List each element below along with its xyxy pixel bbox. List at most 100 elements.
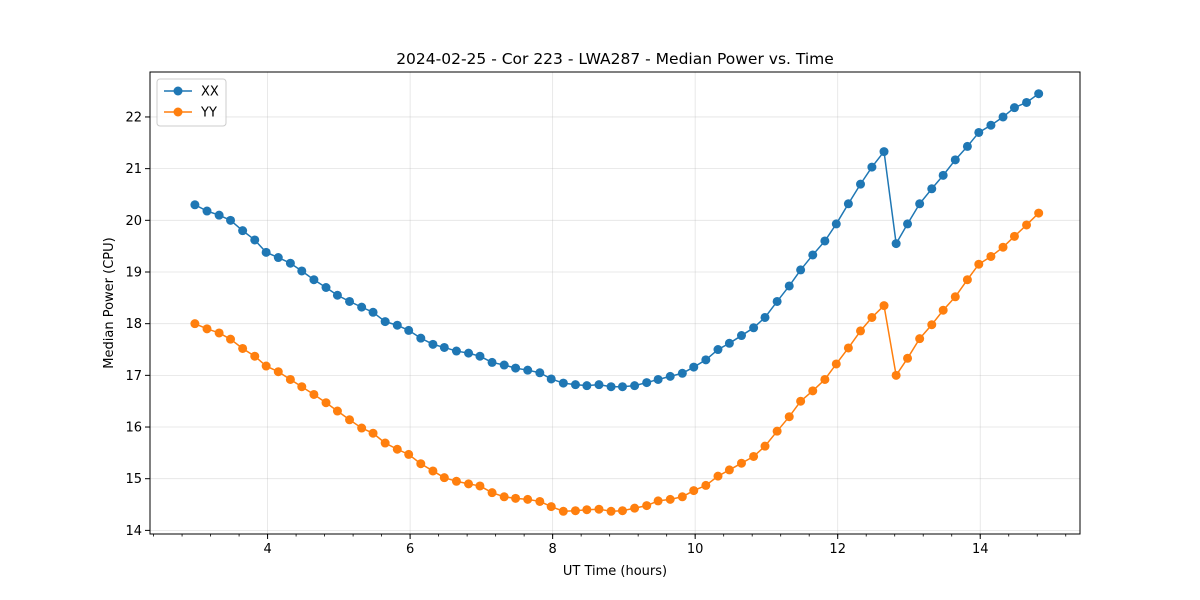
data-point-yy — [950, 292, 960, 302]
data-point-yy — [404, 449, 414, 459]
data-point-yy — [1022, 220, 1032, 230]
data-point-yy — [499, 492, 509, 502]
data-point-xx — [499, 360, 509, 370]
data-point-yy — [701, 480, 711, 490]
y-tick-label: 18 — [125, 317, 142, 332]
data-point-xx — [451, 346, 461, 356]
x-tick-label: 8 — [549, 542, 557, 557]
data-point-yy — [867, 312, 877, 322]
data-point-xx — [475, 351, 485, 361]
data-point-xx — [297, 266, 307, 276]
data-point-xx — [345, 296, 355, 306]
data-point-xx — [487, 357, 497, 367]
data-point-xx — [273, 253, 283, 263]
y-tick-label: 17 — [125, 369, 142, 384]
data-point-xx — [677, 368, 687, 378]
data-point-yy — [986, 251, 996, 261]
data-point-yy — [689, 486, 699, 496]
data-point-yy — [879, 301, 889, 311]
data-point-xx — [380, 317, 390, 327]
data-point-yy — [321, 398, 331, 408]
legend: XX YY — [156, 78, 227, 127]
grid — [150, 72, 1080, 534]
data-point-yy — [238, 343, 248, 353]
data-point-yy — [511, 493, 521, 503]
data-point-yy — [891, 370, 901, 380]
data-point-yy — [558, 506, 568, 516]
data-point-yy — [582, 505, 592, 515]
data-point-xx — [713, 345, 723, 355]
data-point-xx — [736, 331, 746, 341]
data-point-yy — [796, 396, 806, 406]
data-point-xx — [879, 147, 889, 157]
series-layer — [190, 89, 1044, 516]
data-point-xx — [808, 250, 818, 260]
data-point-yy — [998, 242, 1008, 252]
data-point-xx — [831, 219, 841, 229]
data-point-xx — [285, 258, 295, 268]
data-point-yy — [226, 334, 236, 344]
data-point-yy — [487, 488, 497, 498]
data-point-yy — [250, 351, 260, 361]
data-point-xx — [724, 338, 734, 348]
axes: 4 6 8 10 12 14 14 15 16 17 18 19 20 21 22 — [125, 110, 1067, 557]
data-point-xx — [796, 265, 806, 275]
data-point-xx — [558, 378, 568, 388]
data-point-yy — [653, 496, 663, 506]
data-point-yy — [903, 353, 913, 363]
data-point-xx — [974, 127, 984, 137]
data-point-xx — [820, 236, 830, 246]
data-point-xx — [464, 348, 474, 358]
data-point-yy — [285, 374, 295, 384]
data-point-xx — [653, 374, 663, 384]
data-point-xx — [523, 365, 533, 375]
data-point-yy — [214, 328, 224, 338]
data-point-xx — [416, 333, 426, 343]
data-point-yy — [915, 334, 925, 344]
data-point-xx — [428, 339, 438, 349]
data-point-yy — [760, 441, 770, 451]
data-point-yy — [546, 502, 556, 512]
data-point-xx — [867, 162, 877, 172]
data-point-yy — [974, 259, 984, 269]
data-point-yy — [808, 386, 818, 396]
y-tick-label: 20 — [125, 214, 142, 229]
data-point-xx — [582, 381, 592, 391]
data-point-yy — [606, 506, 616, 516]
data-point-xx — [962, 141, 972, 151]
data-point-xx — [986, 120, 996, 130]
data-point-xx — [701, 355, 711, 365]
data-point-yy — [927, 320, 937, 330]
data-point-xx — [202, 206, 212, 216]
data-point-yy — [736, 458, 746, 468]
data-point-xx — [749, 323, 759, 333]
data-point-xx — [511, 363, 521, 373]
data-point-yy — [772, 426, 782, 436]
data-point-yy — [617, 506, 627, 516]
data-point-yy — [856, 326, 866, 336]
series-xx — [190, 89, 1044, 392]
data-point-yy — [713, 471, 723, 481]
x-tick-label: 14 — [972, 542, 989, 557]
data-point-xx — [261, 247, 271, 257]
data-point-yy — [439, 473, 449, 483]
data-point-xx — [226, 215, 236, 225]
data-point-yy — [464, 479, 474, 489]
data-point-xx — [606, 382, 616, 392]
data-point-xx — [535, 368, 545, 378]
data-point-xx — [332, 290, 342, 300]
data-point-yy — [380, 438, 390, 448]
data-point-yy — [332, 406, 342, 416]
data-point-xx — [392, 320, 402, 330]
data-point-yy — [523, 494, 533, 504]
data-point-xx — [439, 342, 449, 352]
x-tick-label: 12 — [829, 542, 846, 557]
data-point-xx — [843, 199, 853, 209]
data-point-yy — [820, 374, 830, 384]
data-point-xx — [1022, 97, 1032, 107]
legend-xx-label: XX — [201, 85, 219, 100]
data-point-xx — [903, 219, 913, 229]
data-point-xx — [570, 380, 580, 390]
x-tick-label: 10 — [687, 542, 704, 557]
